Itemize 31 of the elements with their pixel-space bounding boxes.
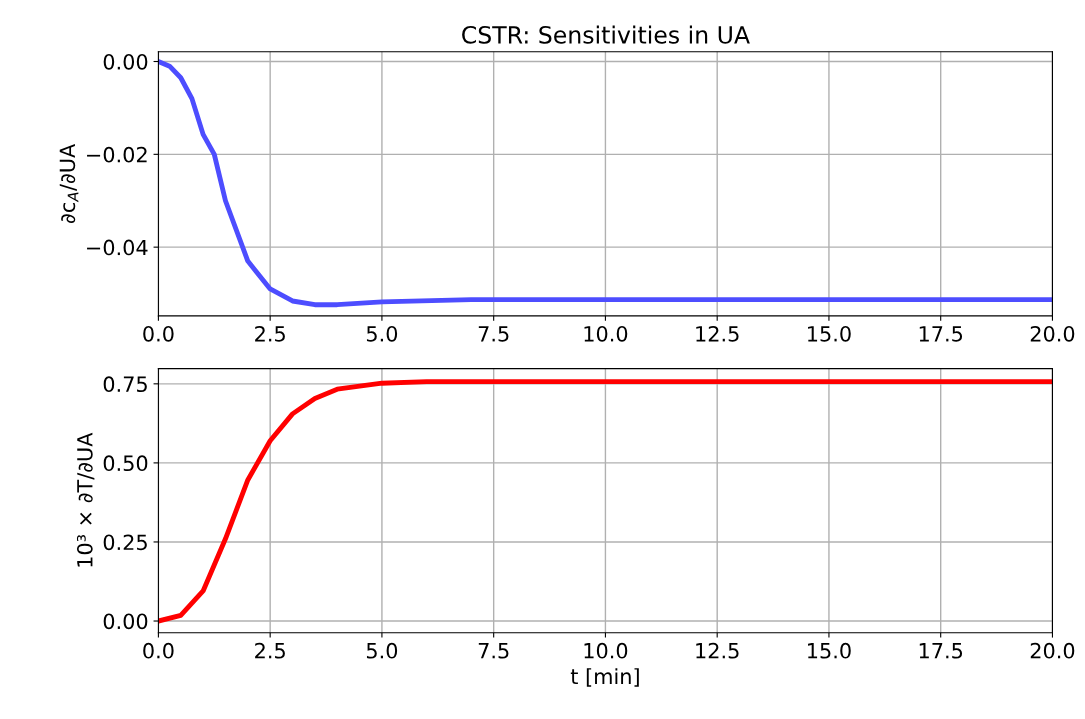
x-tick-label: 10.0: [584, 325, 628, 342]
y-tick-label: 0.75: [103, 376, 147, 393]
y-tick-label: 0.00: [103, 53, 148, 70]
x-tick-label: 17.5: [919, 643, 963, 659]
x-tick-label: 2.5: [255, 642, 285, 659]
y-tick-label: −0.04: [87, 239, 148, 256]
line-series: [158, 59, 1053, 308]
y-tick-label: −0.02: [87, 146, 147, 163]
x-tick-label: 12.5: [696, 325, 739, 342]
line-series: [158, 379, 1053, 624]
y-tick-label: 0.25: [103, 534, 147, 551]
x-tick-label: 5.0: [366, 642, 398, 659]
x-tick-label: 20.0: [1030, 325, 1075, 342]
x-tick-label: 0.0: [143, 642, 174, 659]
x-tick-label: 12.5: [696, 642, 739, 659]
x-tick-label: 7.5: [478, 326, 509, 342]
x-tick-label: 20.0: [1030, 642, 1075, 659]
x-tick-label: 17.5: [919, 326, 963, 342]
x-tick-label: 2.5: [255, 325, 285, 342]
y-axis-title: 10³ × ∂T/∂UA: [76, 432, 95, 567]
chart-title: CSTR: Sensitivities in UA: [462, 25, 750, 44]
x-tick-label: 15.0: [808, 325, 851, 342]
x-tick-label: 0.0: [143, 325, 174, 342]
y-tick-label: 0.00: [103, 613, 148, 630]
x-axis-title: t [min]: [570, 668, 639, 687]
y-tick-label: 0.50: [103, 455, 148, 472]
x-tick-label: 5.0: [366, 325, 398, 342]
x-tick-label: 7.5: [478, 643, 509, 659]
x-tick-label: 10.0: [584, 642, 628, 659]
y-axis-title: ∂c$_{A}$/∂UA: [59, 143, 79, 224]
x-tick-label: 15.0: [808, 642, 851, 659]
